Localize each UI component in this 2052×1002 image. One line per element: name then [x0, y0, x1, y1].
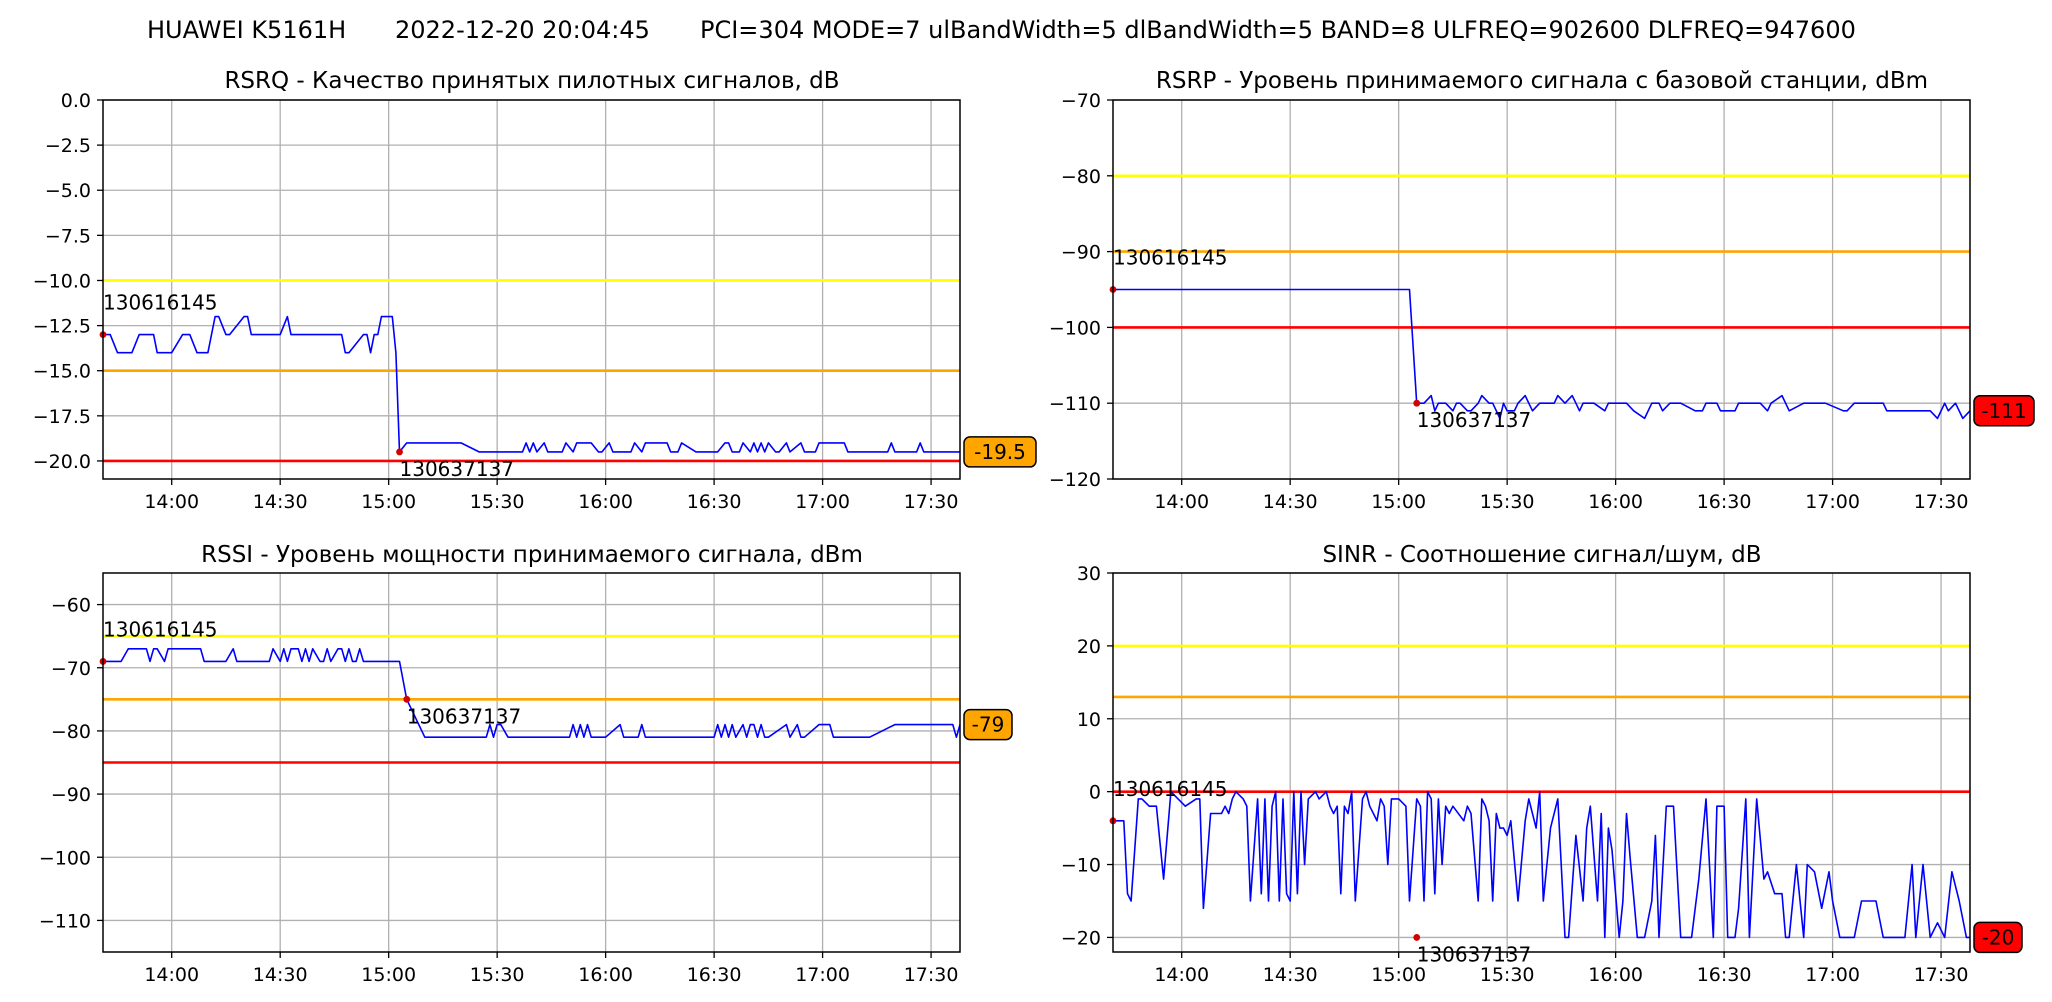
- sinr-xtick-4: 16:00: [1588, 964, 1643, 986]
- rsrq-xtick-4: 16:00: [578, 491, 633, 513]
- sinr-ytick-0: 30: [1077, 563, 1101, 585]
- rsrp-xtick-6: 17:00: [1805, 491, 1860, 513]
- sinr-marker-1: [1413, 934, 1421, 941]
- rsrp-xtick-0: 14:00: [1154, 491, 1209, 513]
- rsrp-panel: RSRP - Уровень принимаемого сигнала с ба…: [1049, 68, 2035, 513]
- rsrp-xtick-5: 16:30: [1697, 491, 1752, 513]
- rssi-ytick-3: −90: [51, 784, 91, 806]
- rsrq-title: RSRQ - Качество принятых пилотных сигнал…: [224, 68, 839, 94]
- rsrq-xtick-5: 16:30: [687, 491, 742, 513]
- rsrq-axes-frame: [102, 99, 961, 480]
- rsrq-xtick-0: 14:00: [144, 491, 199, 513]
- sinr-title: SINR - Соотношение сигнал/шум, dB: [1322, 542, 1761, 568]
- rssi-ytick-5: −110: [39, 910, 91, 932]
- sinr-ytick-4: −10: [1061, 855, 1101, 877]
- rssi-xtick-4: 16:00: [578, 964, 633, 986]
- sinr-xtick-0: 14:00: [1154, 964, 1209, 986]
- rssi-xtick-7: 17:30: [904, 964, 959, 986]
- rsrq-last-value-badge: [963, 436, 1037, 468]
- rsrp-xtick-2: 15:00: [1371, 491, 1426, 513]
- rsrq-ytick-6: −15.0: [33, 361, 91, 383]
- rssi-marker-label-0: 130616145: [103, 617, 218, 641]
- rsrp-ytick-3: −100: [1049, 317, 1101, 339]
- sinr-axes-frame: [1112, 572, 1971, 953]
- rsrq-marker-1: [396, 448, 403, 456]
- rsrp-ytick-4: −110: [1049, 393, 1101, 415]
- rsrq-ytick-7: −17.5: [33, 406, 91, 428]
- rsrp-ytick-2: −90: [1061, 242, 1101, 264]
- sinr-panel: SINR - Соотношение сигнал/шум, dB 14:00 1…: [1061, 542, 2023, 986]
- rssi-xtick-6: 17:00: [795, 964, 850, 986]
- rssi-xtick-5: 16:30: [687, 964, 742, 986]
- rssi-last-value-text: -79: [972, 713, 1005, 737]
- rsrq-ytick-2: −5.0: [45, 180, 91, 202]
- figure-params: PCI=304 MODE=7 ulBandWidth=5 dlBandWidth…: [700, 16, 1856, 44]
- rsrp-marker-1: [1413, 399, 1421, 407]
- sinr-xtick-2: 15:00: [1371, 964, 1426, 986]
- sinr-xtick-6: 17:00: [1805, 964, 1860, 986]
- sinr-ytick-5: −20: [1061, 927, 1101, 949]
- rssi-marker-label-1: 130637137: [407, 704, 522, 728]
- rssi-xtick-2: 15:00: [361, 964, 416, 986]
- sinr-ytick-1: 20: [1077, 636, 1101, 658]
- rsrq-ytick-1: −2.5: [45, 135, 91, 157]
- sinr-ytick-3: 0: [1089, 782, 1101, 804]
- rsrp-ytick-0: −70: [1061, 90, 1101, 112]
- rsrp-xtick-1: 14:30: [1263, 491, 1318, 513]
- rsrq-panel: RSRQ - Качество принятых пилотных сигнал…: [33, 68, 1037, 513]
- rsrq-ytick-4: −10.0: [33, 270, 91, 292]
- rsrq-ytick-0: 0.0: [61, 90, 91, 112]
- rsrq-ytick-5: −12.5: [33, 316, 91, 338]
- sinr-last-value-text: -20: [1982, 925, 2015, 949]
- rssi-panel: RSSI - Уровень мощности принимаемого сиг…: [39, 542, 1013, 986]
- rsrq-xtick-7: 17:30: [904, 491, 959, 513]
- rssi-ytick-2: −80: [51, 721, 91, 743]
- rssi-title: RSSI - Уровень мощности принимаемого сиг…: [201, 542, 863, 568]
- rsrq-xtick-3: 15:30: [470, 491, 525, 513]
- rsrp-xtick-3: 15:30: [1480, 491, 1535, 513]
- rssi-xtick-3: 15:30: [470, 964, 525, 986]
- rsrp-marker-label-0: 130616145: [1113, 246, 1228, 270]
- rsrp-ytick-1: −80: [1061, 166, 1101, 188]
- rsrq-xtick-1: 14:30: [253, 491, 308, 513]
- rsrq-ytick-3: −7.5: [45, 225, 91, 247]
- rsrq-last-value-text: -19.5: [974, 440, 1026, 464]
- rssi-ytick-1: −70: [51, 658, 91, 680]
- rsrq-xtick-2: 15:00: [361, 491, 416, 513]
- rsrp-ytick-5: −120: [1049, 469, 1101, 491]
- rssi-ytick-4: −100: [39, 847, 91, 869]
- rssi-xtick-0: 14:00: [144, 964, 199, 986]
- rsrq-marker-label-0: 130616145: [103, 291, 218, 315]
- rsrq-marker-label-1: 130637137: [400, 457, 515, 481]
- rssi-axes-frame: [102, 572, 961, 953]
- sinr-series-line: [1113, 790, 1970, 939]
- sinr-xtick-7: 17:30: [1914, 964, 1969, 986]
- rsrq-ytick-8: −20.0: [33, 451, 91, 473]
- figure-device: HUAWEI K5161H: [147, 16, 346, 44]
- sinr-marker-label-0: 130616145: [1113, 777, 1228, 801]
- rsrq-series-line: [103, 315, 960, 453]
- rsrp-title: RSRP - Уровень принимаемого сигнала с ба…: [1156, 68, 1928, 94]
- sinr-ytick-2: 10: [1077, 709, 1101, 731]
- rssi-series-line: [103, 647, 961, 739]
- figure-datetime: 2022-12-20 20:04:45: [395, 16, 650, 44]
- rsrq-xtick-6: 17:00: [795, 491, 850, 513]
- sinr-last-value-badge: [1973, 921, 2023, 954]
- rssi-marker-1: [403, 695, 411, 703]
- rsrp-xtick-7: 17:30: [1914, 491, 1969, 513]
- sinr-xtick-5: 16:30: [1697, 964, 1752, 986]
- sinr-marker-label-1: 130637137: [1417, 942, 1532, 966]
- rssi-last-value-badge: [963, 708, 1013, 741]
- rsrp-xtick-4: 16:00: [1588, 491, 1643, 513]
- rssi-ytick-0: −60: [51, 595, 91, 617]
- rsrp-last-value-badge: [1973, 395, 2035, 427]
- rsrp-last-value-text: -111: [1981, 399, 2026, 423]
- rsrp-series-line: [1113, 288, 1971, 420]
- rsrp-marker-label-1: 130637137: [1417, 408, 1532, 432]
- rsrp-axes-frame: [1112, 99, 1971, 480]
- rssi-xtick-1: 14:30: [253, 964, 308, 986]
- sinr-xtick-1: 14:30: [1263, 964, 1318, 986]
- sinr-xtick-3: 15:30: [1480, 964, 1535, 986]
